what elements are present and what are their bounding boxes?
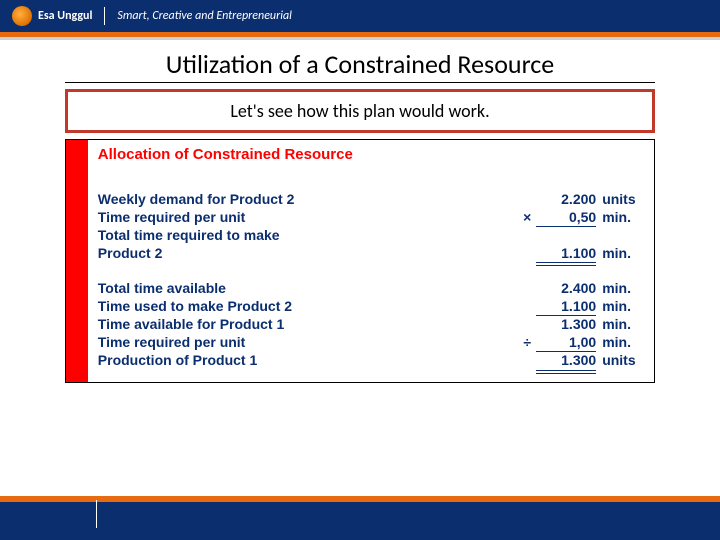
row-label: Total time available — [98, 280, 518, 298]
allocation-row: Time required per unit÷1,00min. — [98, 334, 644, 353]
footer-divider — [96, 500, 97, 528]
row-label: Time required per unit — [98, 209, 518, 227]
row-value: 2.200 — [536, 191, 596, 209]
slide-title: Utilization of a Constrained Resource — [65, 48, 655, 83]
row-label: Total time required to make — [98, 227, 518, 245]
row-value: 2.400 — [536, 280, 596, 298]
row-unit: units — [596, 352, 644, 370]
row-unit: min. — [596, 209, 644, 227]
allocation-row: Time used to make Product 2 1.100min. — [98, 298, 644, 317]
callout-box: Let's see how this plan would work. — [65, 89, 655, 133]
allocation-block-2: Total time available2.400min.Time used t… — [98, 280, 644, 374]
row-operator: ÷ — [518, 334, 536, 352]
row-value: 1.100 — [536, 298, 596, 317]
allocation-row: Total time required to make — [98, 227, 644, 245]
allocation-row: Total time available 2.400min. — [98, 280, 644, 298]
row-unit: min. — [596, 298, 644, 316]
allocation-row: Product 2 1.100min. — [98, 245, 644, 267]
row-value: 1.100 — [536, 245, 596, 267]
logo-icon — [12, 6, 32, 26]
footer-bar — [0, 496, 720, 540]
row-label: Time used to make Product 2 — [98, 298, 518, 316]
row-label: Production of Product 1 — [98, 352, 518, 370]
callout-text: Let's see how this plan would work. — [230, 100, 489, 122]
allocation-panel: Allocation of Constrained Resource Weekl… — [65, 139, 655, 383]
row-unit: min. — [596, 334, 644, 352]
header-tagline: Smart, Creative and Entrepreneurial — [117, 9, 291, 23]
row-unit: min. — [596, 316, 644, 334]
allocation-title: Allocation of Constrained Resource — [98, 146, 644, 163]
row-label: Product 2 — [98, 245, 518, 263]
allocation-row: Weekly demand for Product 2 2.200units — [98, 191, 644, 209]
allocation-block-1: Weekly demand for Product 22.200unitsTim… — [98, 191, 644, 266]
allocation-sidebar — [66, 140, 88, 382]
row-value: 0,50 — [536, 209, 596, 228]
row-unit: units — [596, 191, 644, 209]
grey-strip — [0, 37, 720, 40]
top-bar: Esa Unggul Smart, Creative and Entrepren… — [0, 0, 720, 32]
row-operator: × — [518, 209, 536, 227]
row-label: Weekly demand for Product 2 — [98, 191, 518, 209]
logo-text: Esa Unggul — [38, 9, 92, 23]
row-value: 1,00 — [536, 334, 596, 353]
allocation-row: Production of Product 1 1.300units — [98, 352, 644, 374]
row-value: 1.300 — [536, 316, 596, 334]
allocation-body: Allocation of Constrained Resource Weekl… — [88, 140, 654, 382]
row-label: Time available for Product 1 — [98, 316, 518, 334]
row-value: 1.300 — [536, 352, 596, 374]
allocation-row: Time required per unit×0,50min. — [98, 209, 644, 228]
footer-navy — [0, 502, 720, 540]
allocation-row: Time available for Product 1 1.300min. — [98, 316, 644, 334]
header-divider — [104, 7, 105, 25]
row-label: Time required per unit — [98, 334, 518, 352]
row-unit: min. — [596, 245, 644, 263]
row-unit: min. — [596, 280, 644, 298]
